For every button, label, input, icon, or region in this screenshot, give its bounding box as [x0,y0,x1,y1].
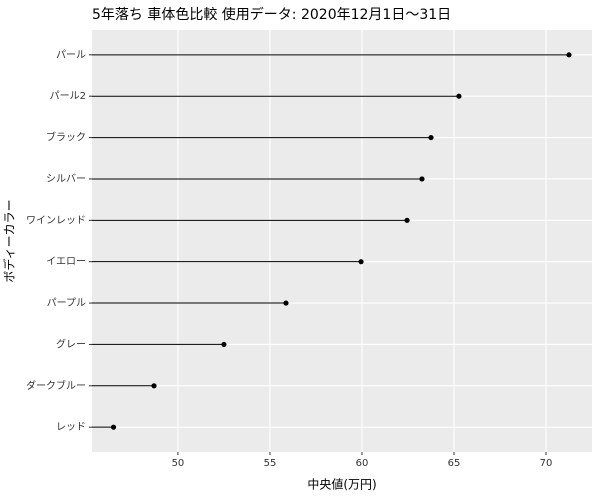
point [456,93,462,99]
x-tick-label: 60 [356,458,369,469]
y-tick-label: シルバー [46,173,86,185]
x-axis-title: 中央値(万円) [307,477,376,492]
y-tick-label: ブラック [46,131,86,144]
y-tick-label: イエロー [46,257,86,268]
y-tick-label: パール [56,49,86,61]
x-tick-label: 55 [264,458,277,469]
x-tick-label: 70 [540,458,553,469]
point [151,383,157,389]
point [283,300,289,306]
y-axis-title: ボディーカラー [2,199,17,282]
x-tick-label: 65 [448,458,461,469]
point [428,134,434,141]
point [221,341,227,348]
point [358,259,364,265]
panel-background [92,30,592,452]
y-tick-label: レッド [56,422,86,433]
y-tick-label: パール2 [50,90,86,102]
point [419,176,425,182]
point [110,424,117,430]
point [404,217,410,223]
y-tick-label: ダークブルー [26,379,86,392]
x-tick-label: 50 [172,458,185,469]
point [566,52,572,58]
chart-title: 5年落ち 車体色比較 使用データ: 2020年12月1日～31日 [92,6,451,23]
y-tick-label: グレー [56,337,86,350]
y-tick-label: パープル [47,297,86,309]
y-tick-label: ワインレッド [26,215,86,226]
